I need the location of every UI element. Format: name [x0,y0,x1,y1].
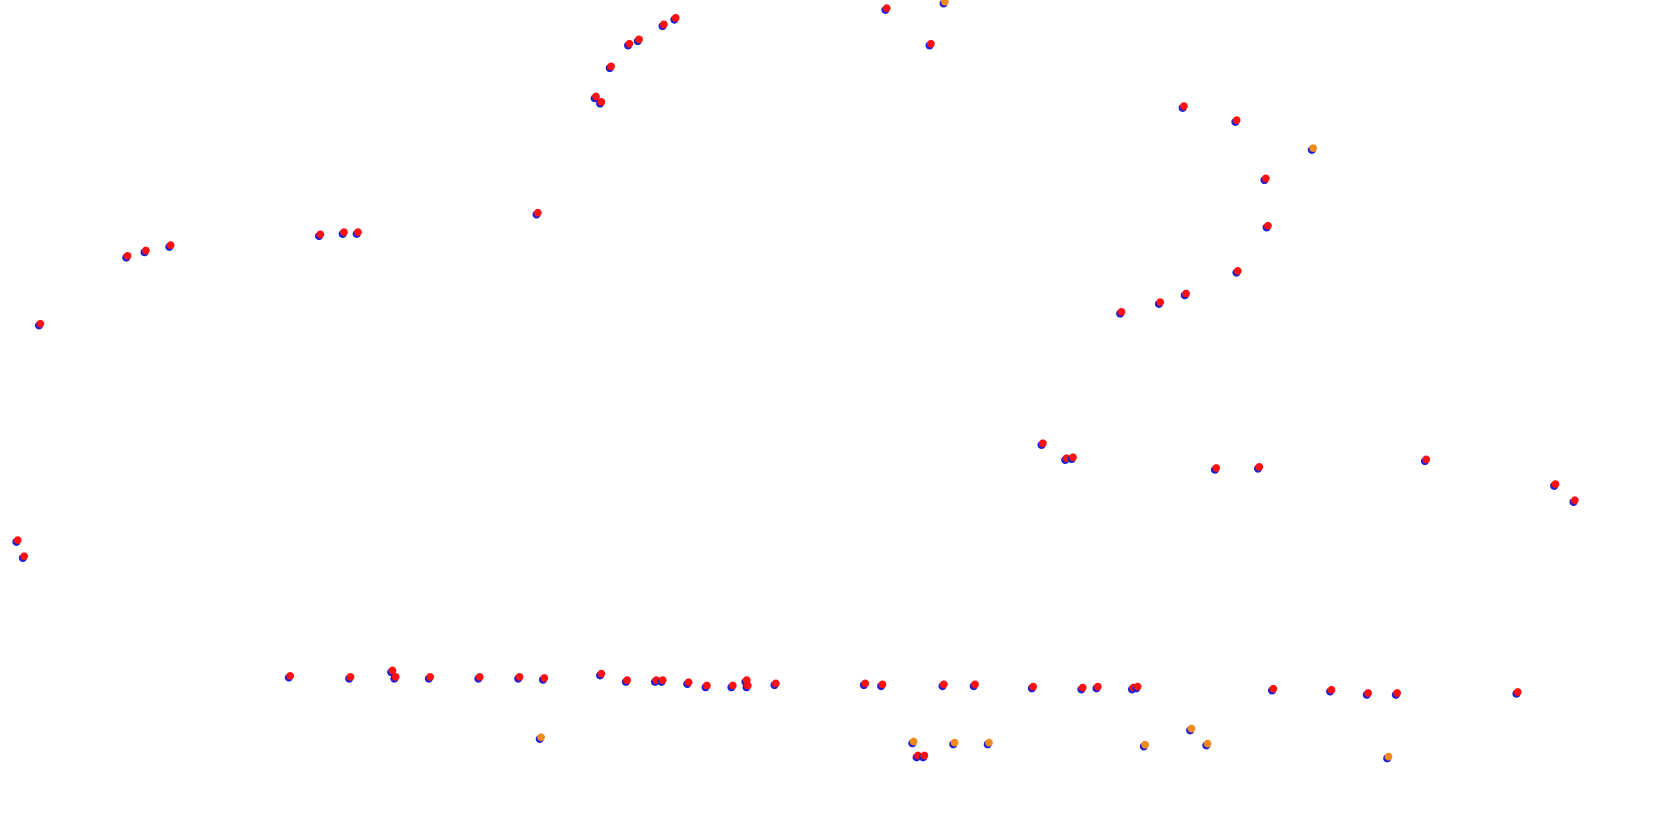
point [658,676,667,684]
point [1384,752,1393,761]
point [985,738,993,747]
point [1364,689,1372,697]
point [1180,102,1188,111]
point [607,62,615,71]
point [882,4,891,13]
point [1513,688,1522,696]
point [533,208,542,217]
point [537,733,545,742]
point [878,680,887,689]
point [1233,267,1242,275]
point [36,319,45,328]
point [388,666,397,675]
point [623,676,632,684]
point [771,679,780,688]
point [1264,221,1272,230]
point [1327,685,1336,694]
point [142,246,150,255]
point [1212,464,1221,472]
point [861,679,870,688]
point [1141,740,1150,749]
point [1117,307,1126,316]
point [592,92,600,101]
point [671,13,680,22]
point [927,39,935,48]
point [1182,289,1190,298]
point [1261,174,1270,183]
point [166,241,175,249]
point [1029,682,1038,691]
point [1038,439,1047,448]
point [1133,682,1142,691]
point [13,536,22,545]
point [1093,682,1102,691]
point [635,35,643,44]
point [475,673,484,681]
point [1309,144,1318,153]
point [316,230,325,239]
point [123,251,132,260]
point [340,228,348,237]
point [728,681,737,690]
point [920,751,929,760]
point [625,39,634,48]
point [971,680,979,689]
point [286,671,295,680]
point [391,673,400,681]
point [1069,453,1077,462]
point [346,673,355,681]
point [597,669,606,678]
point [1551,480,1560,489]
point [703,681,711,690]
point [1570,496,1579,505]
point [684,678,693,687]
point [20,552,29,561]
point [354,228,362,237]
point [1422,455,1431,464]
point [1255,463,1264,471]
point [743,681,752,690]
point [426,673,435,681]
point [1078,683,1087,692]
point [1156,298,1165,307]
point [540,674,549,682]
point [1393,689,1402,697]
point [939,680,948,689]
point [1269,684,1278,693]
point [1187,724,1196,733]
point [1232,116,1241,125]
point [909,737,918,746]
point [1203,739,1212,748]
point [597,97,606,106]
point [515,673,524,681]
point [659,20,668,29]
point [950,738,959,747]
point [941,0,949,6]
